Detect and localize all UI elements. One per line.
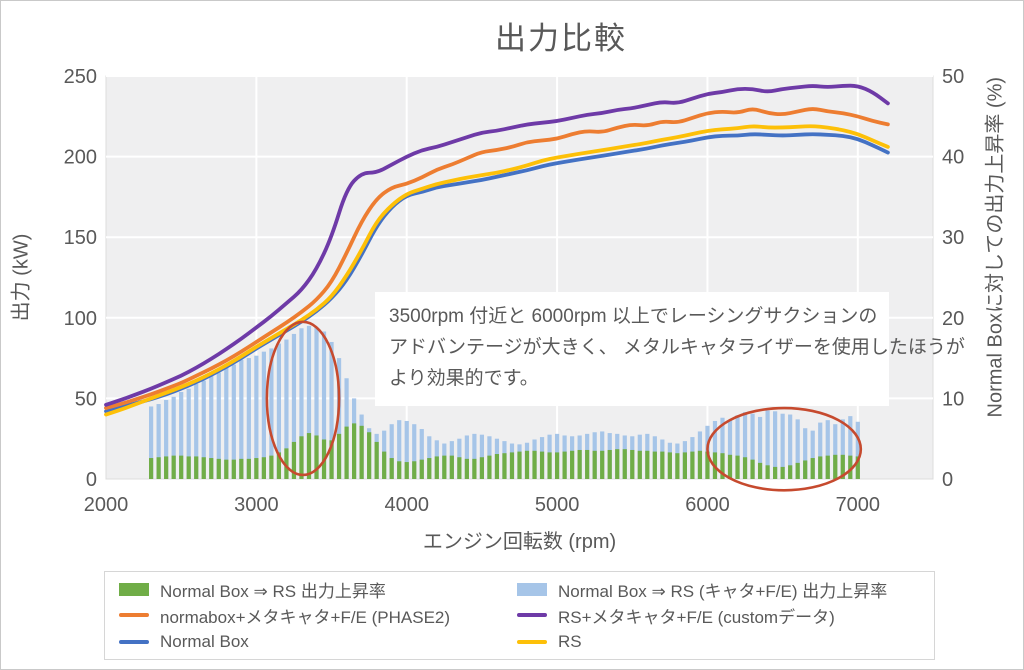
legend-item-normalbox-to-rs-cata-bars: Normal Box ⇒ RS (キャタ+F/E) 出力上昇率: [517, 577, 928, 602]
legend-item-rs-custom-line: RS+メタキャタ+F/E (customデータ): [517, 603, 928, 628]
svg-text:0: 0: [942, 469, 953, 491]
legend-item-normalbox-to-rs-bars: Normal Box ⇒ RS 出力上昇率: [119, 577, 517, 602]
svg-text:250: 250: [64, 66, 97, 88]
purple-line-swatch: [517, 613, 547, 618]
legend-item-rs-line: RS: [517, 632, 928, 652]
svg-text:100: 100: [64, 308, 97, 330]
legend-label: normabox+メタキャタ+F/E (PHASE2): [160, 607, 451, 627]
legend-label: Normal Box: [160, 631, 249, 651]
y-left-axis-title: 出力 (kW): [10, 233, 33, 322]
annotation-box: 3500rpm 付近と 6000rpm 以上でレーシングサクションの アドバンテ…: [375, 292, 965, 407]
svg-text:50: 50: [75, 388, 97, 410]
annotation-line: アドバンテージが大きく、 メタルキャタライザーを使用したほうが: [389, 336, 965, 358]
svg-text:30: 30: [942, 227, 964, 249]
svg-text:3000: 3000: [234, 494, 279, 516]
chart-legend: Normal Box ⇒ RS 出力上昇率 normabox+メタキャタ+F/E…: [104, 571, 935, 660]
legend-label: RS: [558, 631, 582, 651]
legend-label: Normal Box ⇒ RS (キャタ+F/E) 出力上昇率: [558, 581, 888, 601]
chart-plot-area: 0 50 100 150 200 250 0 10 20 30 40 50 2000 3000 4000 50…: [64, 66, 965, 516]
svg-text:5000: 5000: [535, 494, 580, 516]
svg-text:4000: 4000: [384, 494, 429, 516]
legend-label: RS+メタキャタ+F/E (customデータ): [558, 607, 835, 627]
annotation-line: 3500rpm 付近と 6000rpm 以上でレーシングサクションの: [389, 306, 878, 327]
svg-text:40: 40: [942, 147, 964, 169]
svg-text:7000: 7000: [836, 494, 881, 516]
svg-text:150: 150: [64, 227, 97, 249]
x-axis-title: エンジン回転数 (rpm): [422, 531, 617, 553]
blue-line-swatch: [119, 639, 149, 644]
orange-line-swatch: [119, 613, 149, 618]
svg-text:200: 200: [64, 147, 97, 169]
svg-text:20: 20: [942, 308, 964, 330]
legend-label: Normal Box ⇒ RS 出力上昇率: [160, 581, 386, 601]
chart-title: 出力比較: [495, 21, 627, 56]
green-bar-swatch: [119, 582, 149, 596]
legend-item-phase2-line: normabox+メタキャタ+F/E (PHASE2): [119, 603, 517, 628]
svg-text:0: 0: [86, 469, 97, 491]
svg-text:50: 50: [942, 66, 964, 88]
annotation-line: より効果的です。: [389, 367, 539, 389]
legend-item-normal-box-line: Normal Box: [119, 632, 517, 652]
svg-text:6000: 6000: [685, 494, 730, 516]
yellow-line-swatch: [517, 639, 547, 644]
lightblue-bar-swatch: [517, 582, 547, 596]
y-right-axis-title: Normal Boxに対しての出力上昇率 (%): [984, 76, 1007, 418]
svg-text:10: 10: [942, 388, 964, 410]
svg-text:2000: 2000: [84, 494, 129, 516]
